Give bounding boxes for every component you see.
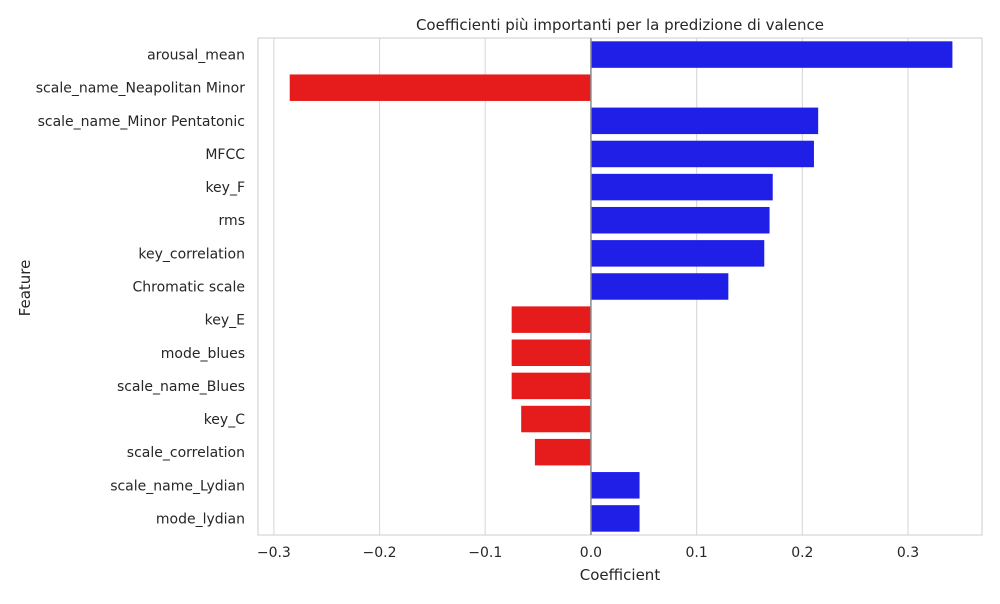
bar-key-c: [521, 405, 591, 433]
bar-key-f: [590, 173, 773, 201]
bar-rms: [590, 206, 770, 234]
y-tick-label: scale_name_Neapolitan Minor: [36, 81, 245, 97]
bar-scale-name-blues: [511, 372, 591, 400]
x-tick-label: −0.3: [257, 545, 291, 561]
y-tick-label: scale_name_Blues: [117, 379, 245, 395]
y-tick-label: scale_correlation: [127, 445, 245, 461]
x-tick-label: 0.2: [791, 545, 813, 561]
bar-chromatic-scale: [590, 273, 729, 300]
y-axis-label: Feature: [16, 260, 34, 317]
x-tick-label: 0.3: [897, 545, 919, 561]
y-tick-label: key_C: [204, 412, 246, 428]
bar-key-correlation: [590, 240, 765, 267]
x-tick-label: 0.1: [685, 545, 707, 561]
y-tick-label: key_E: [205, 313, 245, 329]
x-tick-label: 0.0: [580, 545, 602, 561]
y-tick-label: arousal_mean: [147, 48, 245, 64]
bar-scale-name-minor-pentatonic: [590, 107, 819, 135]
y-tick-label: scale_name_Lydian: [110, 478, 245, 494]
axis-layer: [257, 37, 983, 536]
bar-scale-name-neapolitan-minor: [289, 74, 591, 101]
x-axis-label: Coefficient: [580, 566, 661, 584]
bar-scale-correlation: [534, 438, 591, 466]
plot-frame: [257, 37, 983, 536]
y-tick-label: MFCC: [205, 147, 245, 163]
y-tick-label: mode_blues: [161, 346, 245, 362]
y-tick-label: key_correlation: [138, 246, 245, 262]
y-tick-labels: arousal_mean scale_name_Neapolitan Minor s…: [36, 48, 245, 528]
bar-scale-name-lydian: [590, 472, 640, 499]
x-tick-label: −0.2: [363, 545, 397, 561]
bar-arousal-mean: [590, 41, 953, 68]
y-tick-label: scale_name_Minor Pentatonic: [38, 114, 245, 130]
x-tick-label: −0.1: [468, 545, 502, 561]
bar-mode-blues: [511, 339, 591, 367]
bar-key-e: [511, 306, 591, 333]
bar-mode-lydian: [590, 505, 640, 532]
chart-title: Coefficienti più importanti per la predi…: [416, 16, 824, 34]
bar-mfcc: [590, 140, 814, 168]
y-tick-label: Chromatic scale: [133, 280, 245, 296]
y-tick-label: mode_lydian: [156, 511, 245, 527]
y-tick-label: key_F: [205, 180, 245, 196]
bars-layer: [289, 41, 953, 532]
x-tick-labels: −0.3 −0.2 −0.1 0.0 0.1 0.2 0.3: [257, 545, 919, 561]
y-tick-label: rms: [219, 213, 245, 229]
